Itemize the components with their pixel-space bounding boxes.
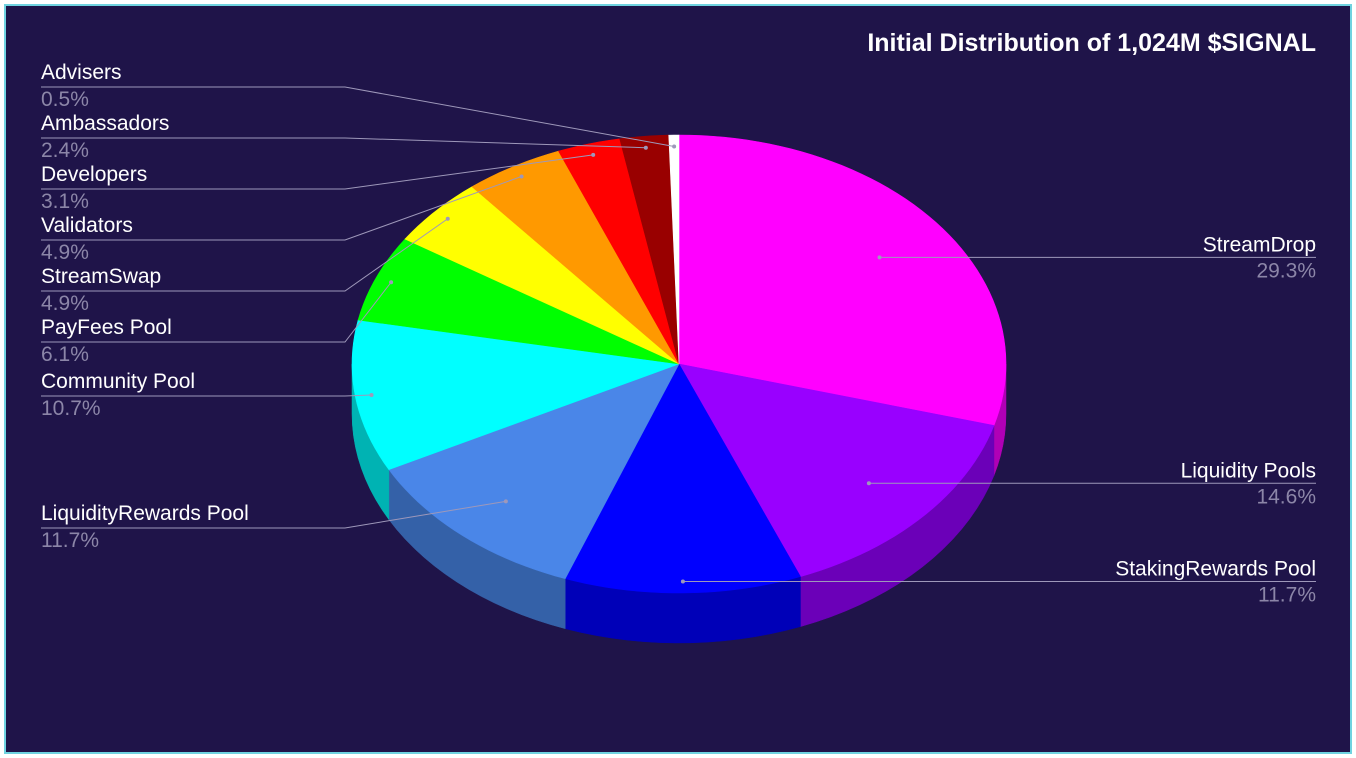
slice-label-streamdrop: StreamDrop	[1203, 233, 1316, 256]
slice-label-ambassadors: Ambassadors	[41, 112, 169, 135]
chart-title: Initial Distribution of 1,024M $SIGNAL	[867, 29, 1316, 57]
pie-slice-liquidity-pools	[678, 363, 995, 577]
leader-line-advisers	[41, 86, 675, 147]
leader-line-ambassadors	[41, 137, 646, 149]
leader-dot-developers	[591, 152, 596, 157]
leader-dot-liquidity-pools	[866, 481, 871, 486]
leader-dot-advisers	[672, 144, 677, 149]
slice-value-community-pool: 10.7%	[41, 397, 101, 420]
pie-slice-liquidityrewards-pool	[388, 363, 680, 580]
slice-value-liquidityrewards-pool: 11.7%	[41, 529, 99, 552]
leader-line-validators	[41, 175, 522, 241]
slice-labels: StreamDrop 29.3% Liquidity Pools 14.6% Staki…	[41, 61, 1316, 607]
slice-value-stakingrewards-pool: 11.7%	[1258, 584, 1316, 607]
leader-dot-liquidityrewards-pool	[503, 499, 508, 504]
slice-label-payfees-pool: PayFees Pool	[41, 316, 172, 339]
pie-slice-community-pool	[351, 319, 680, 471]
pie-slice-developers	[558, 138, 680, 365]
leader-dot-validators	[519, 174, 524, 179]
leader-dot-payfees-pool	[389, 280, 394, 285]
slice-value-payfees-pool: 6.1%	[41, 343, 89, 366]
slice-value-validators: 4.9%	[41, 241, 89, 264]
leader-dot-ambassadors	[643, 145, 648, 150]
slice-value-developers: 3.1%	[41, 190, 89, 213]
leader-lines	[41, 86, 1316, 584]
slice-label-community-pool: Community Pool	[41, 370, 195, 393]
slice-value-advisers: 0.5%	[41, 88, 89, 111]
leader-line-community-pool	[41, 394, 372, 397]
pie-slice-validators	[471, 150, 680, 365]
slice-value-streamswap: 4.9%	[41, 292, 89, 315]
leader-line-developers	[41, 154, 594, 190]
pie-slice-streamswap	[404, 186, 680, 365]
pie-slice-stakingrewards-pool	[564, 363, 801, 594]
pie-slice-payfees-pool	[357, 238, 680, 365]
slice-label-advisers: Advisers	[41, 61, 122, 84]
leader-dot-community-pool	[369, 393, 374, 398]
slice-label-validators: Validators	[41, 214, 133, 237]
leader-line-streamswap	[41, 218, 449, 292]
leader-dot-stakingrewards-pool	[680, 579, 685, 584]
slice-label-liquidity-pools: Liquidity Pools	[1181, 459, 1316, 482]
slice-label-stakingrewards-pool: StakingRewards Pool	[1115, 558, 1316, 581]
pie-slice-ambassadors	[619, 134, 680, 365]
slice-label-developers: Developers	[41, 163, 147, 186]
slice-value-liquidity-pools: 14.6%	[1256, 485, 1316, 508]
slice-value-streamdrop: 29.3%	[1256, 259, 1316, 282]
leader-line-liquidityrewards-pool	[41, 500, 506, 529]
pie-slices	[351, 134, 1007, 594]
slice-label-streamswap: StreamSwap	[41, 265, 161, 288]
slice-value-ambassadors: 2.4%	[41, 139, 89, 162]
pie-slice-advisers	[668, 134, 680, 365]
pie-slice-streamdrop	[678, 134, 1007, 426]
slice-label-liquidityrewards-pool: LiquidityRewards Pool	[41, 502, 249, 525]
leader-dot-streamswap	[445, 216, 450, 221]
leader-dot-streamdrop	[877, 255, 882, 260]
leader-line-payfees-pool	[41, 281, 392, 343]
